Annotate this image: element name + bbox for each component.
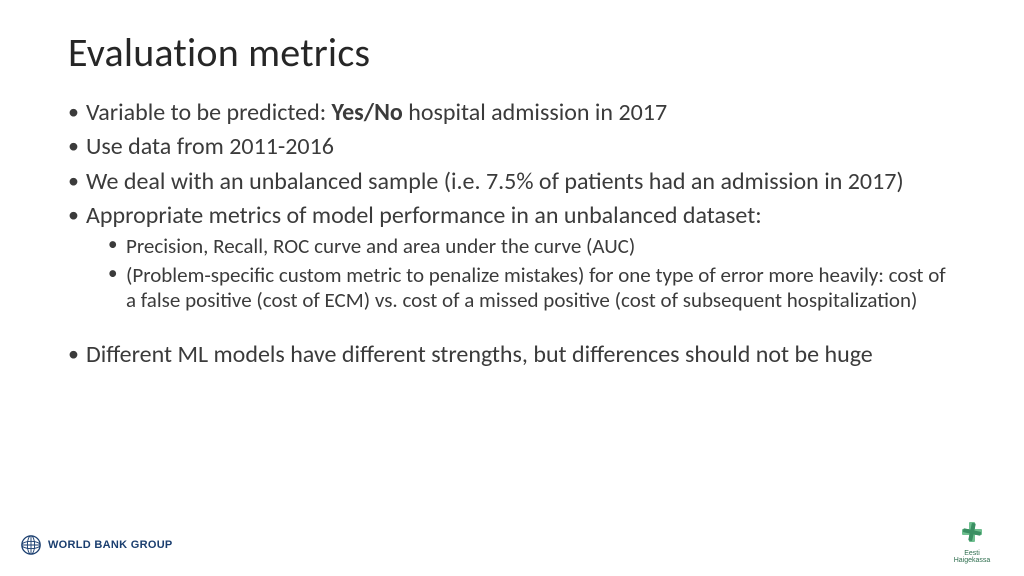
world-bank-logo: WORLD BANK GROUP [20,534,173,556]
bullet-item: Different ML models have different stren… [68,341,956,369]
haigekassa-line1: Eesti [964,550,980,557]
bullet-list: Different ML models have different stren… [68,341,956,369]
bullet-item: Appropriate metrics of model performance… [68,202,956,313]
world-bank-text: WORLD BANK GROUP [48,539,173,551]
bullet-text-pre: Variable to be predicted: [86,98,332,127]
sub-bullet-list: Precision, Recall, ROC curve and area un… [86,234,956,312]
bullet-item: We deal with an unbalanced sample (i.e. … [68,168,956,196]
cross-icon [956,520,988,549]
slide-title: Evaluation metrics [68,28,956,77]
bullet-text: Appropriate metrics of model performance… [86,201,762,230]
sub-bullet-item: (Problem-specific custom metric to penal… [108,263,956,313]
spacer [68,319,956,341]
haigekassa-line2: Haigekassa [954,557,991,564]
bullet-text-post: hospital admission in 2017 [403,98,667,127]
bullet-item: Use data from 2011-2016 [68,133,956,161]
bullet-item: Variable to be predicted: Yes/No hospita… [68,99,956,127]
bullet-list: Variable to be predicted: Yes/No hospita… [68,99,956,313]
haigekassa-text: Eesti Haigekassa [954,550,991,565]
slide: Evaluation metrics Variable to be predic… [0,0,1024,576]
bullet-text-bold: Yes/No [332,98,403,127]
globe-icon [20,534,42,556]
haigekassa-logo: Eesti Haigekassa [940,524,1004,560]
sub-bullet-item: Precision, Recall, ROC curve and area un… [108,234,956,259]
